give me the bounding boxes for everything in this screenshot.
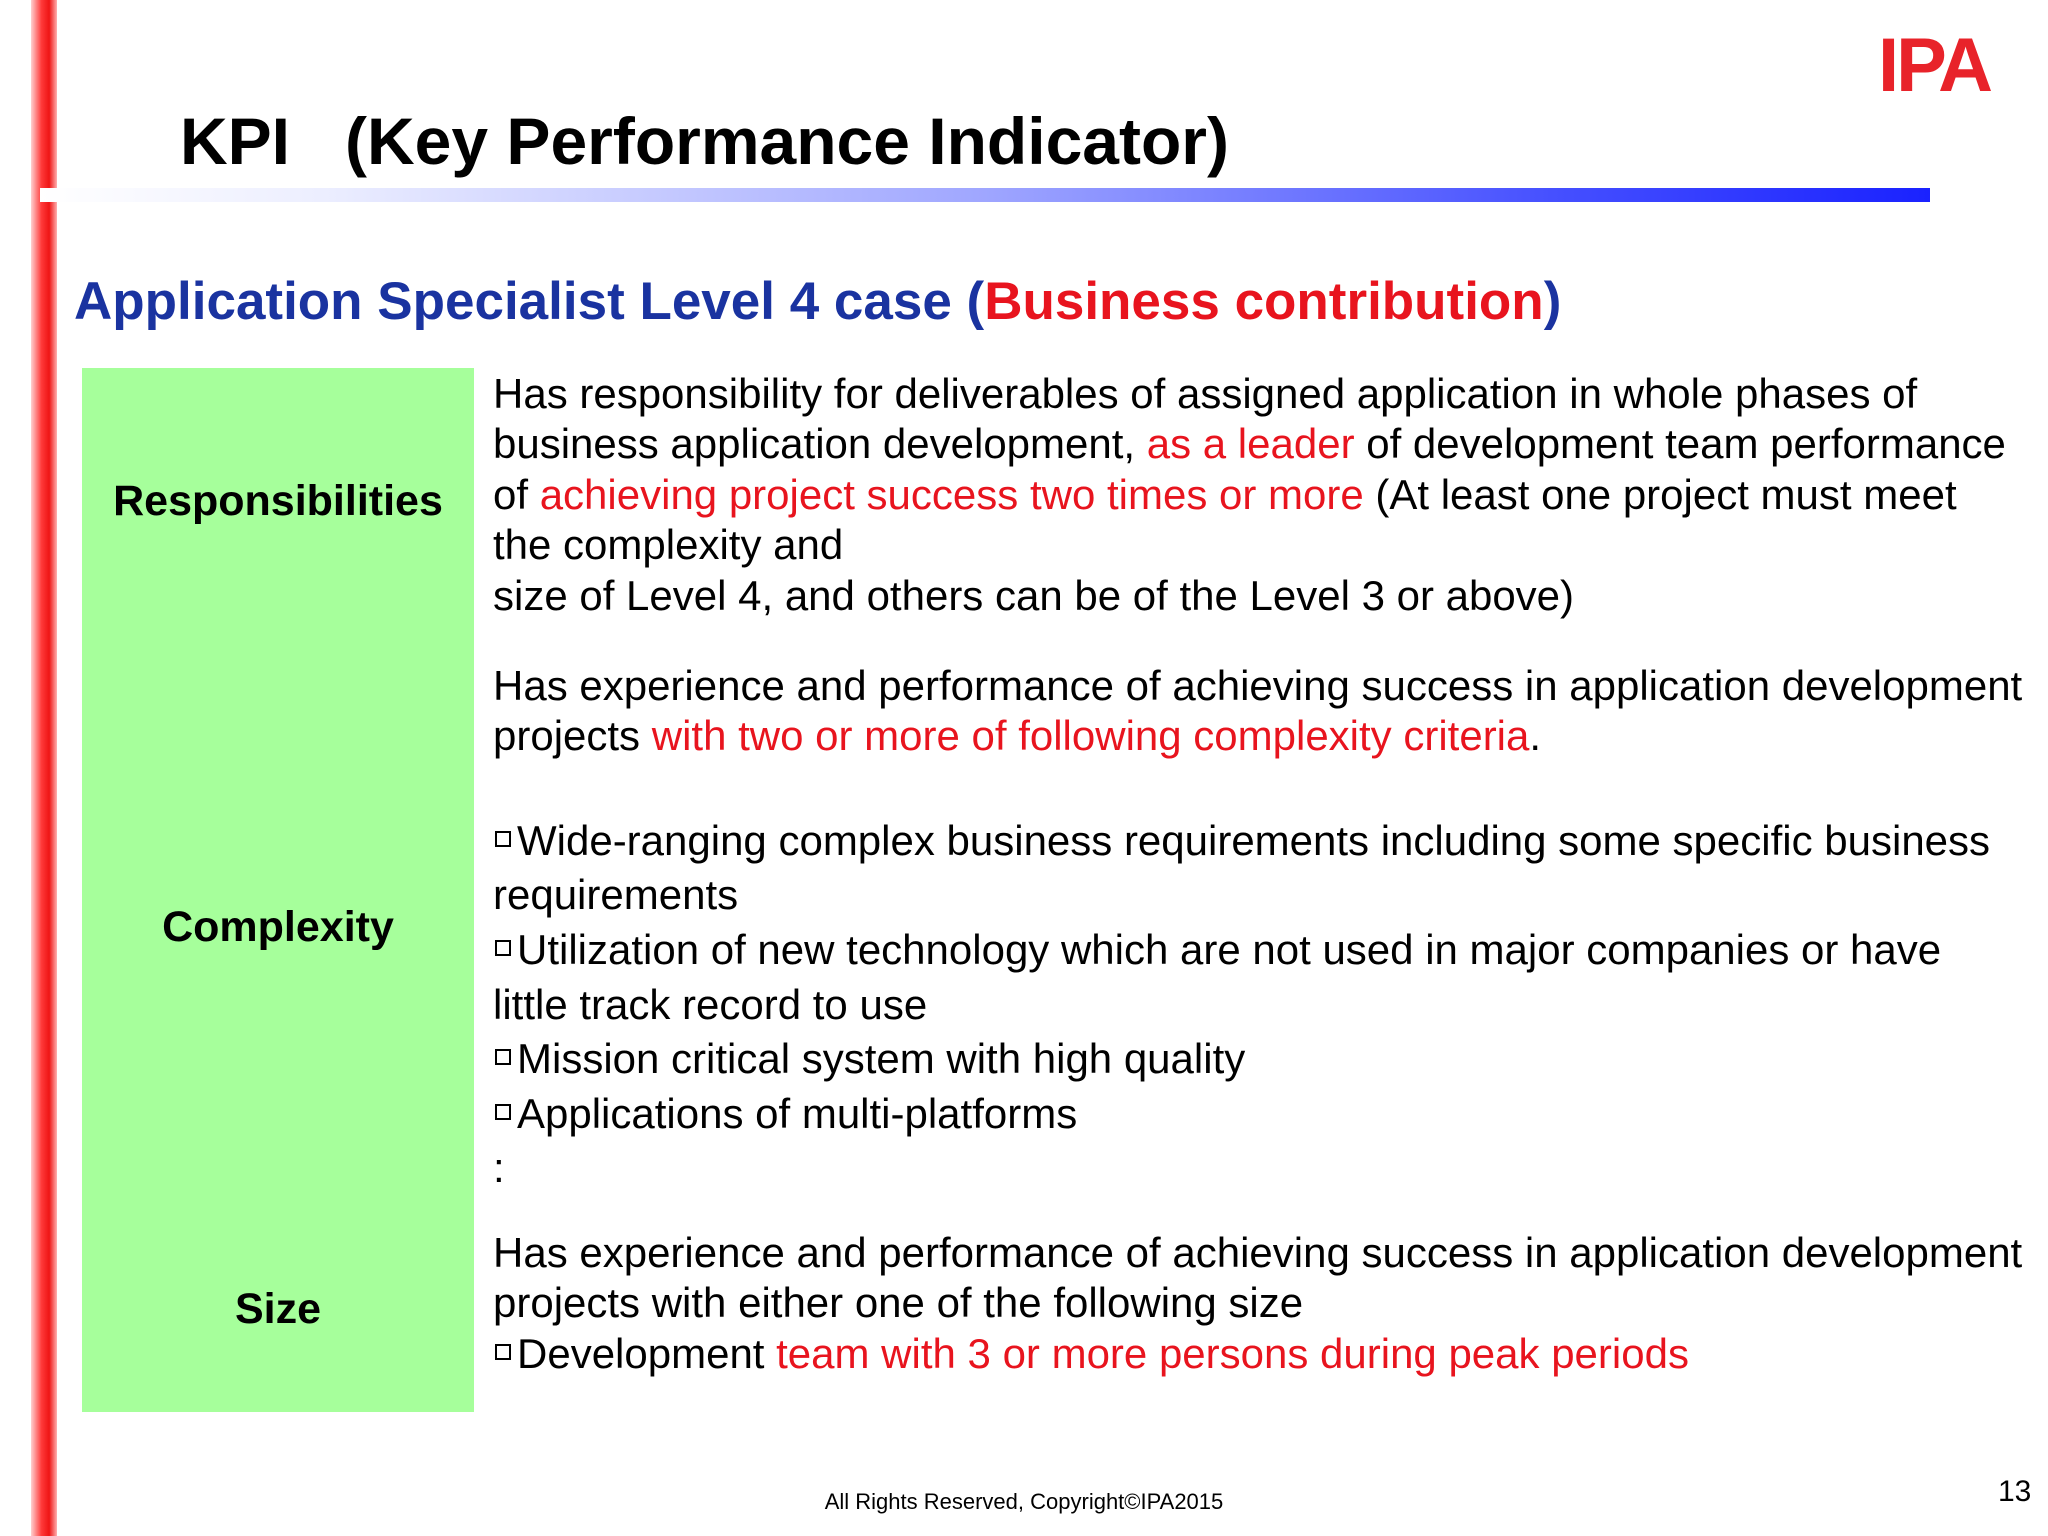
complexity-content: Has experience and performance of achiev… [493,661,2023,1196]
resp-highlight-2: achieving project success two times or m… [539,470,1364,518]
size-intro: Has experience and performance of achiev… [493,1229,2023,1327]
title-underline [40,188,1930,202]
checkbox-icon [495,1049,511,1066]
list-item: Development team with 3 or more persons … [493,1329,2023,1379]
criteria-text: Utilization of new technology which are … [493,925,1942,1028]
size-content: Has experience and performance of achiev… [493,1228,2023,1379]
complexity-intro: Has experience and performance of achiev… [493,661,2023,762]
slide-subtitle: Application Specialist Level 4 case (Bus… [74,272,1561,333]
responsibilities-content: Has responsibility for deliverables of a… [493,369,2023,621]
criteria-text: Mission critical system with high qualit… [517,1035,1246,1083]
complexity-intro-text: Has experience and performance of achiev… [493,662,2023,760]
left-accent-bar [31,0,57,1536]
checkbox-icon [495,939,511,956]
resp-highlight-1: as a leader [1146,420,1355,468]
resp-text-1: Has responsibility for deliverables of a… [493,370,1918,468]
complexity-criteria-list: Wide-ranging complex business requiremen… [493,814,2023,1196]
checkbox-icon [495,1103,511,1120]
page-number: 13 [1998,1475,2032,1508]
label-size: Size [234,1285,322,1333]
ipa-logo: IPA [1878,23,1993,108]
criteria-text: Wide-ranging complex business requiremen… [493,816,1991,919]
subtitle-accent: Business contribution [984,272,1544,331]
responsibilities-paragraph: Has responsibility for deliverables of a… [493,369,2023,571]
slide-title: KPI (Key Performance Indicator) [180,104,1229,178]
responsibilities-paragraph-2: size of Level 4, and others can be of th… [493,571,1575,619]
resp-text-3: (At least one project must meet the comp… [493,470,1957,569]
copyright-footer: All Rights Reserved, Copyright©IPA2015 [824,1489,1224,1514]
size-item-highlight: team with 3 or more persons during peak … [776,1329,1689,1377]
label-responsibilities: Responsibilities [113,477,443,525]
subtitle-paren-close: ) [1543,272,1562,331]
list-continuation: : [493,1144,505,1192]
checkbox-icon [495,830,511,847]
row-label-column: Responsibilities Complexity Size [82,368,474,1412]
complexity-intro-end: . [1529,712,1542,760]
resp-text-2: of development team performance of [493,420,2006,518]
subtitle-paren-open: ( [966,272,985,331]
complexity-intro-highlight: with two or more of following complexity… [651,712,1530,760]
list-item: Mission critical system with high qualit… [493,1032,2023,1087]
checkbox-icon [495,1343,511,1360]
label-complexity: Complexity [162,903,394,951]
list-item: Applications of multi-platforms [493,1087,2023,1142]
size-item-text: Development [517,1329,777,1377]
list-item: Wide-ranging complex business requiremen… [493,814,2023,923]
subtitle-main: Application Specialist Level 4 case [74,272,952,331]
list-item: Utilization of new technology which are … [493,923,2023,1032]
criteria-text: Applications of multi-platforms [517,1089,1078,1137]
